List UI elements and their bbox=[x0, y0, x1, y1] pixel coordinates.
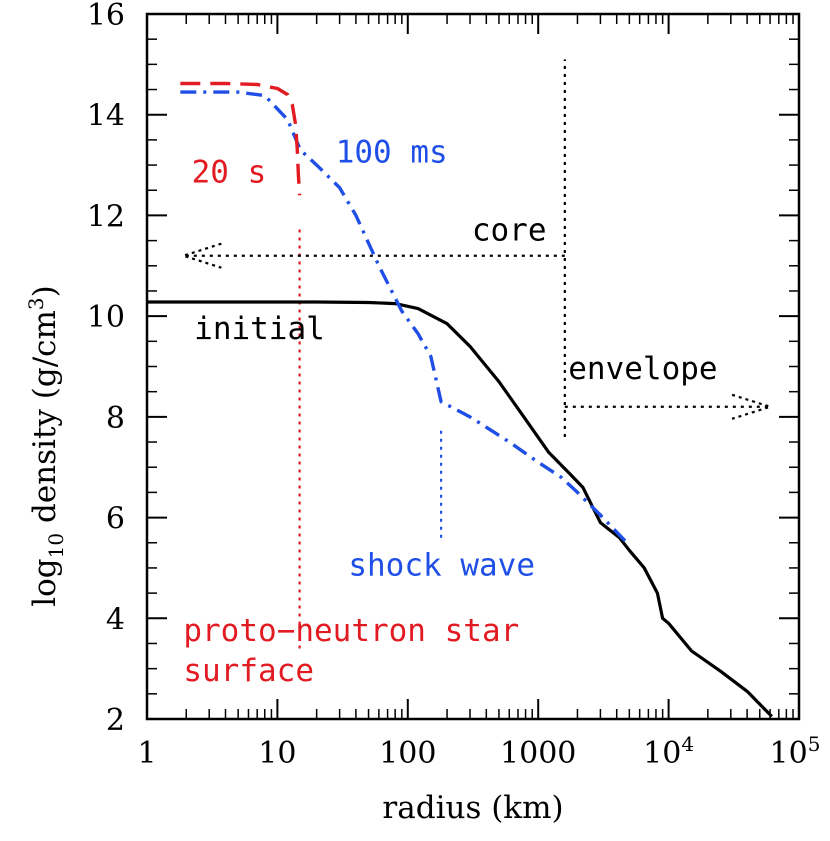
x-tick-label-exp: 5 bbox=[808, 732, 821, 756]
x-tick-label: 1000 bbox=[500, 736, 576, 771]
plot-frame bbox=[145, 12, 801, 721]
x-tick-label-base: 10 bbox=[770, 736, 808, 771]
x-tick-label: 104 bbox=[643, 732, 694, 771]
y-axis-title-sub: 10 bbox=[44, 533, 68, 558]
y-axis-title-rest: density (g/cm bbox=[27, 310, 63, 533]
y-axis-title-main: log bbox=[27, 558, 63, 606]
y-tick-label: 4 bbox=[106, 602, 125, 637]
x-axis-title: radius (km) bbox=[382, 790, 563, 826]
y-axis-title-close: ) bbox=[27, 285, 63, 297]
label-100ms: 100 ms bbox=[336, 135, 448, 171]
y-axis-title-sup: 3 bbox=[24, 297, 48, 310]
label-initial: initial bbox=[194, 311, 325, 347]
series-lines bbox=[147, 81, 774, 718]
minor-ticks bbox=[147, 14, 799, 719]
y-tick-label: 14 bbox=[87, 99, 125, 134]
reference-lines bbox=[179, 59, 774, 649]
x-tick-label: 1 bbox=[137, 736, 156, 771]
y-axis-title: log10 density (g/cm3) bbox=[24, 285, 68, 607]
y-tick-label: 6 bbox=[106, 502, 125, 537]
label-20s: 20 s bbox=[192, 155, 267, 191]
y-tick-label: 12 bbox=[87, 199, 125, 234]
series-line bbox=[180, 90, 631, 547]
x-tick-label: 100 bbox=[379, 736, 436, 771]
label-pns-line1: proto−neutron star bbox=[183, 613, 519, 649]
x-tick-label-exp: 4 bbox=[681, 732, 694, 756]
y-tick-label: 8 bbox=[106, 401, 125, 436]
annotations: 100 ms 20 s core initial envelope shock wave p… bbox=[183, 135, 717, 690]
label-envelope: envelope bbox=[568, 351, 717, 387]
series-line bbox=[147, 300, 774, 718]
x-tick-label: 105 bbox=[770, 732, 821, 771]
y-tick-label: 10 bbox=[87, 300, 125, 335]
y-tick-label: 16 bbox=[87, 0, 125, 33]
label-core: core bbox=[472, 213, 547, 249]
x-tick-label: 10 bbox=[258, 736, 296, 771]
label-shock-wave: shock wave bbox=[348, 547, 535, 583]
series-line bbox=[180, 81, 302, 196]
x-tick-label-base: 10 bbox=[643, 736, 681, 771]
label-pns-line2: surface bbox=[183, 653, 314, 689]
y-tick-label: 2 bbox=[106, 703, 125, 738]
